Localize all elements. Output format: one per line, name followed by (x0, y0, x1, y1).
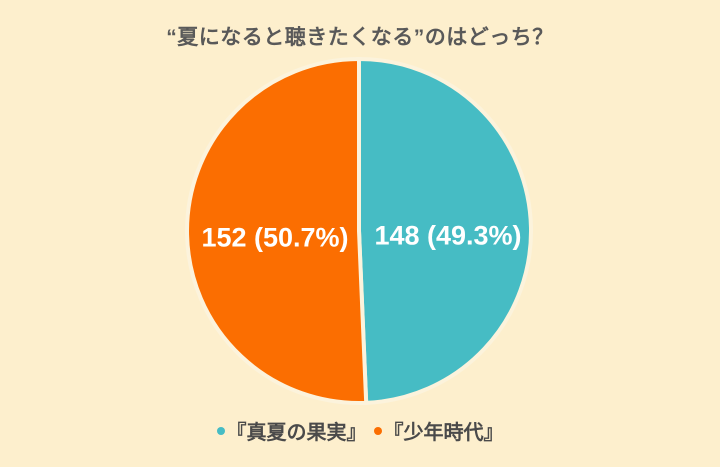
legend-label-manatsu-no-kajitsu: 『真夏の果実』 (226, 422, 367, 444)
legend-swatch-teal-icon (216, 426, 225, 435)
legend-swatch-orange-icon (373, 426, 382, 435)
pie-slice-shonen-jidai[interactable] (185, 56, 369, 405)
legend-item-shonen-jidai[interactable]: 『少年時代』 (373, 416, 504, 445)
chart-title: “夏になると聴きたくなる”のはどっち？ (166, 26, 554, 49)
legend-label-shonen-jidai: 『少年時代』 (383, 422, 504, 444)
legend-item-manatsu-no-kajitsu[interactable]: 『真夏の果実』 (216, 416, 367, 445)
legend: 『真夏の果実』 『少年時代』 (0, 416, 720, 445)
pie-slice-manatsu-no-kajitsu[interactable] (357, 56, 534, 405)
